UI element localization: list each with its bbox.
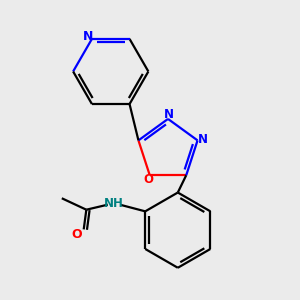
Text: O: O xyxy=(144,173,154,186)
Text: NH: NH xyxy=(104,197,124,210)
Text: O: O xyxy=(72,228,83,241)
Text: N: N xyxy=(82,30,93,43)
Text: N: N xyxy=(164,108,174,121)
Text: N: N xyxy=(198,133,208,146)
